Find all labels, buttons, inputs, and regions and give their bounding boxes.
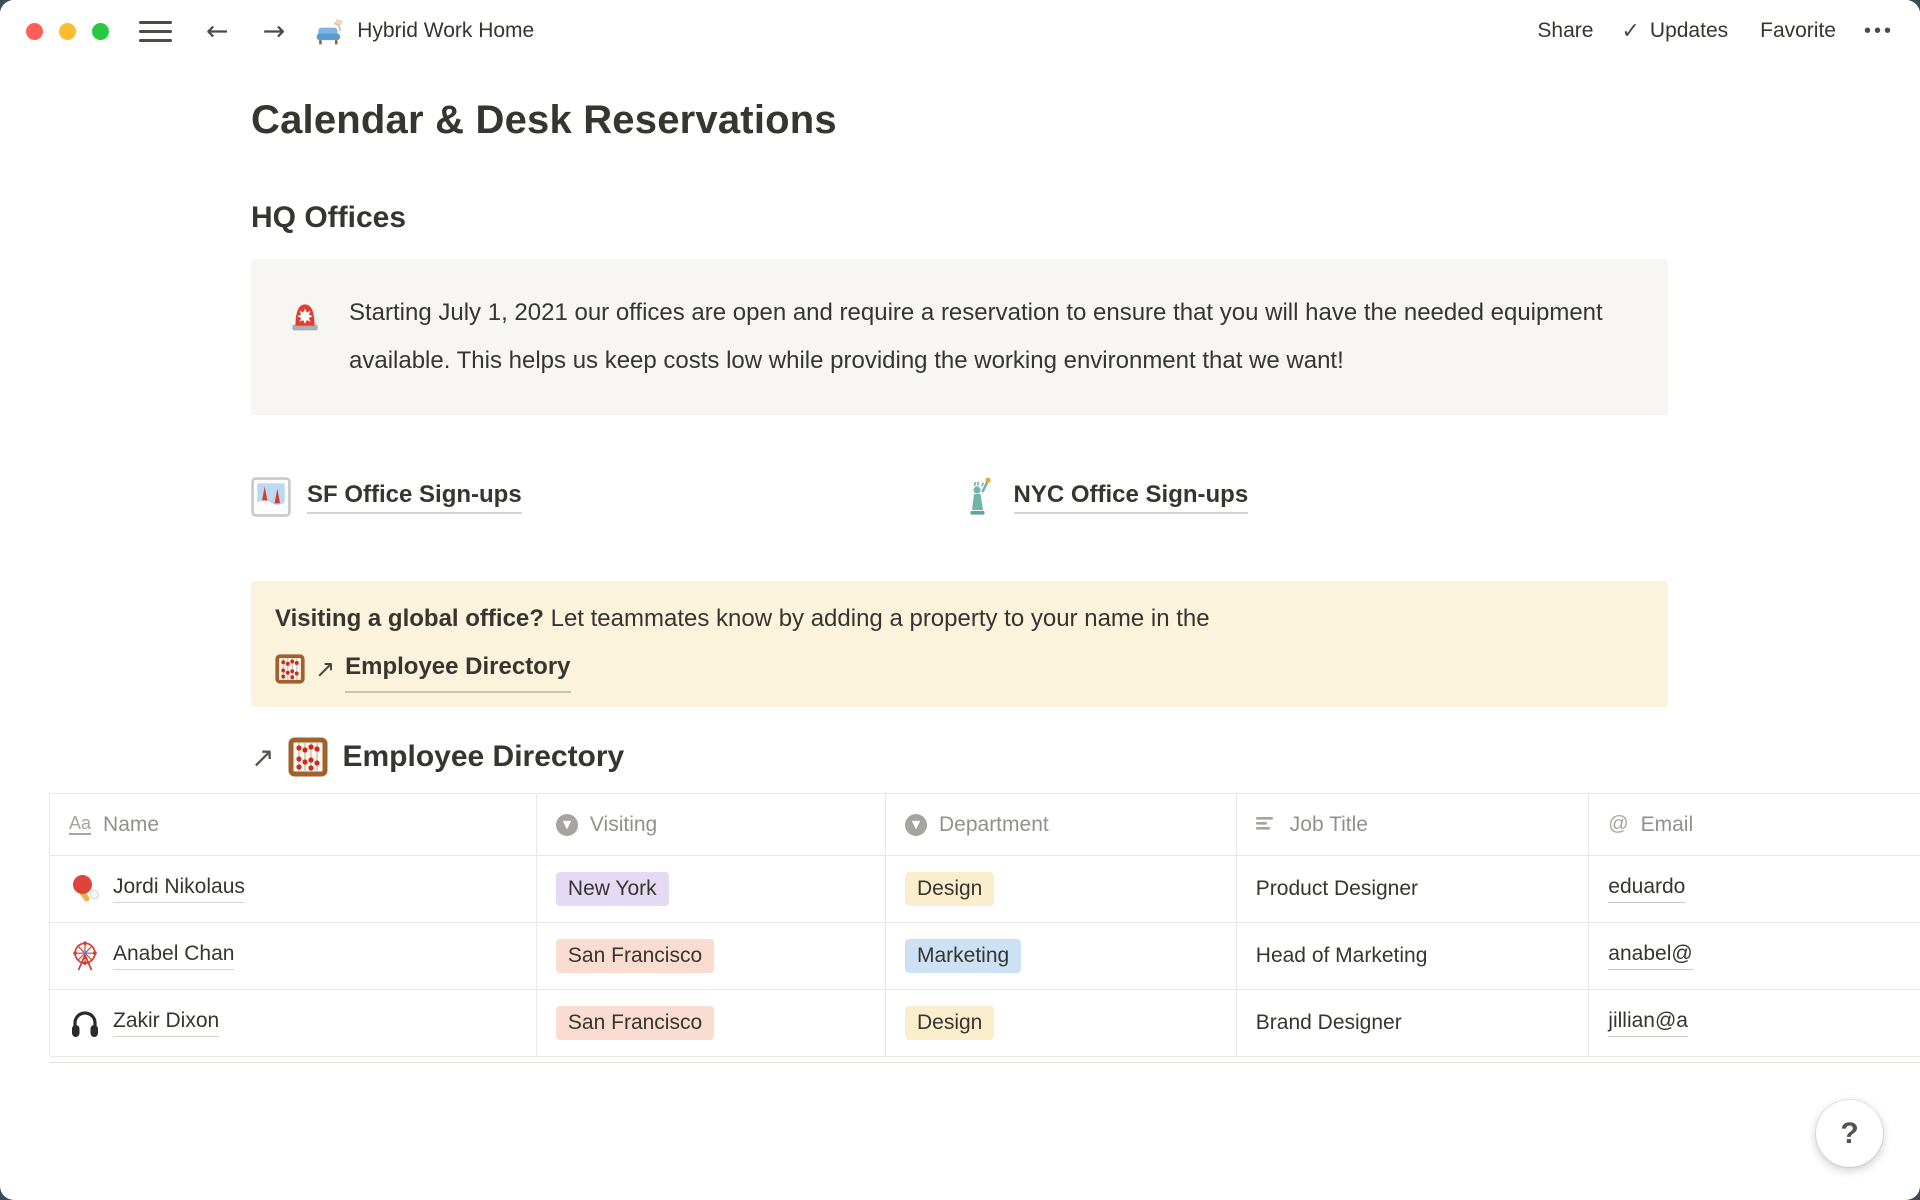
table-row: Zakir Dixon San Francisco Design Brand D… xyxy=(50,990,1920,1057)
cell-job-title[interactable]: Brand Designer xyxy=(1237,990,1590,1056)
cell-email[interactable]: anabel@ xyxy=(1589,923,1920,989)
northeast-arrow-icon: ↗ xyxy=(251,740,275,774)
ferris-wheel-icon xyxy=(69,940,101,972)
visiting-tag: New York xyxy=(555,871,669,907)
table-header-row: Aa Name ▼ Visiting ▼ Department xyxy=(50,793,1920,856)
breadcrumb[interactable]: Hybrid Work Home xyxy=(315,16,534,46)
text-property-icon xyxy=(1255,816,1278,834)
window-titlebar: ← → Hybrid Work Home Share ✓ Updates xyxy=(0,0,1920,62)
cell-department[interactable]: Marketing xyxy=(886,923,1237,989)
nyc-office-link[interactable]: NYC Office Sign-ups xyxy=(960,477,1669,517)
email-property-icon: @ xyxy=(1608,813,1629,835)
page-title-breadcrumb: Hybrid Work Home xyxy=(357,19,535,42)
job-title-text: Product Designer xyxy=(1255,877,1419,900)
check-icon: ✓ xyxy=(1621,18,1640,44)
foggy-bridge-icon xyxy=(251,477,291,517)
column-label: Visiting xyxy=(589,812,658,836)
cell-name[interactable]: Zakir Dixon xyxy=(50,990,537,1056)
job-title-text: Head of Marketing xyxy=(1255,944,1428,967)
announcement-callout: Starting July 1, 2021 our offices are op… xyxy=(251,259,1668,415)
employee-name-link[interactable]: Jordi Nikolaus xyxy=(113,875,245,903)
table-row: Jordi Nikolaus New York Design Product D… xyxy=(50,856,1920,923)
cell-job-title[interactable]: Head of Marketing xyxy=(1237,923,1590,989)
cell-visiting[interactable]: New York xyxy=(537,856,886,922)
traffic-lights xyxy=(26,22,109,40)
column-label: Job Title xyxy=(1289,812,1368,836)
column-header-department[interactable]: ▼ Department xyxy=(886,794,1237,855)
column-label: Email xyxy=(1640,812,1694,836)
cell-name[interactable]: Anabel Chan xyxy=(50,923,537,989)
employee-name-link[interactable]: Anabel Chan xyxy=(113,942,235,970)
cell-visiting[interactable]: San Francisco xyxy=(537,923,886,989)
couch-lamp-icon xyxy=(315,16,345,46)
northeast-arrow-icon: ↗ xyxy=(315,655,336,683)
column-label: Department xyxy=(938,812,1049,836)
select-property-icon: ▼ xyxy=(555,813,578,836)
section-heading: HQ Offices xyxy=(251,201,407,234)
visiting-callout: Visiting a global office? Let teammates … xyxy=(251,581,1668,707)
topbar-actions: Share ✓ Updates Favorite ••• xyxy=(1537,19,1894,44)
column-header-email[interactable]: @ Email xyxy=(1589,794,1920,855)
email-link[interactable]: eduardo xyxy=(1608,875,1686,903)
announcement-text: Starting July 1, 2021 our offices are op… xyxy=(349,299,1603,374)
abacus-icon xyxy=(288,737,328,777)
email-link[interactable]: jillian@a xyxy=(1608,1009,1688,1037)
more-options-icon[interactable]: ••• xyxy=(1863,19,1894,42)
nyc-office-link-label[interactable]: NYC Office Sign-ups xyxy=(1013,481,1249,514)
cell-email[interactable]: jillian@a xyxy=(1589,990,1920,1056)
column-header-visiting[interactable]: ▼ Visiting xyxy=(537,794,886,855)
employee-name-link[interactable]: Zakir Dixon xyxy=(113,1009,220,1037)
cell-department[interactable]: Design xyxy=(886,990,1237,1056)
linked-database-title: Employee Directory xyxy=(342,740,625,773)
select-property-icon: ▼ xyxy=(904,813,927,836)
table-row: Anabel Chan San Francisco Marketing Head… xyxy=(50,923,1920,990)
updates-button[interactable]: ✓ Updates xyxy=(1621,19,1728,44)
employee-directory-inline-link[interactable]: Employee Directory xyxy=(345,645,571,693)
statue-of-liberty-icon xyxy=(960,477,998,517)
ping-pong-icon xyxy=(69,873,101,905)
sf-office-link-label[interactable]: SF Office Sign-ups xyxy=(307,481,522,514)
office-links-row: SF Office Sign-ups NYC Office Sign-ups xyxy=(251,477,1668,517)
department-tag: Design xyxy=(904,1005,995,1041)
visiting-callout-text: Let teammates know by adding a property … xyxy=(543,605,1210,632)
visiting-callout-bold: Visiting a global office? xyxy=(275,605,544,632)
updates-label: Updates xyxy=(1649,19,1729,42)
cell-visiting[interactable]: San Francisco xyxy=(537,990,886,1056)
department-tag: Design xyxy=(904,871,995,907)
back-button[interactable]: ← xyxy=(206,15,229,47)
column-header-job-title[interactable]: Job Title xyxy=(1237,794,1590,855)
rotating-light-icon xyxy=(287,297,323,385)
cell-email[interactable]: eduardo xyxy=(1589,856,1920,922)
page-content: Calendar & Desk Reservations HQ Offices … xyxy=(0,98,1920,1063)
close-window-button[interactable] xyxy=(26,22,43,40)
page-title: Calendar & Desk Reservations xyxy=(251,98,837,142)
title-property-icon: Aa xyxy=(69,813,92,836)
cell-job-title[interactable]: Product Designer xyxy=(1237,856,1590,922)
favorite-button[interactable]: Favorite xyxy=(1760,19,1836,42)
email-link[interactable]: anabel@ xyxy=(1608,942,1693,970)
cell-name[interactable]: Jordi Nikolaus xyxy=(50,856,537,922)
column-label: Name xyxy=(103,812,160,836)
cell-department[interactable]: Design xyxy=(886,856,1237,922)
table-bottom-border xyxy=(49,1062,1920,1063)
help-button[interactable]: ? xyxy=(1816,1100,1883,1167)
forward-button[interactable]: → xyxy=(262,15,286,47)
department-tag: Marketing xyxy=(904,938,1022,974)
share-button[interactable]: Share xyxy=(1537,19,1594,42)
minimize-window-button[interactable] xyxy=(59,22,76,40)
headphones-icon xyxy=(69,1007,101,1039)
visiting-tag: San Francisco xyxy=(555,1005,715,1041)
sidebar-menu-icon[interactable] xyxy=(139,20,172,42)
linked-database-heading[interactable]: ↗ Employee Directory xyxy=(251,737,1920,777)
visiting-tag: San Francisco xyxy=(555,938,715,974)
zoom-window-button[interactable] xyxy=(92,22,109,40)
column-header-name[interactable]: Aa Name xyxy=(50,794,537,855)
abacus-icon xyxy=(275,654,305,684)
sf-office-link[interactable]: SF Office Sign-ups xyxy=(251,477,960,517)
employee-directory-table: Aa Name ▼ Visiting ▼ Department xyxy=(49,793,1920,1057)
job-title-text: Brand Designer xyxy=(1255,1011,1402,1034)
